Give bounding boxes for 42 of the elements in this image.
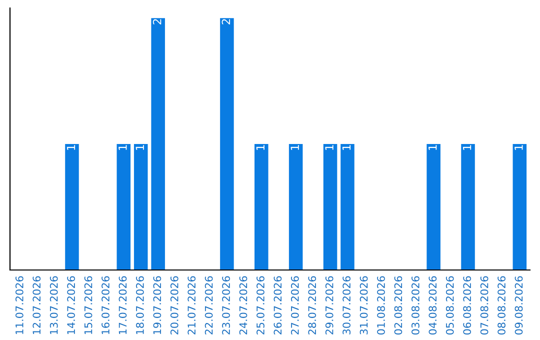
x-tick-label: 04.08.2026 [428, 276, 437, 335]
x-tick-label: 05.08.2026 [446, 276, 454, 335]
x-tick-label: 23.07.2026 [222, 276, 230, 334]
data-label: 1 [256, 145, 264, 150]
data-label: 1 [136, 145, 144, 150]
x-tick-label: 07.08.2026 [480, 276, 488, 335]
x-tick-label: 17.07.2026 [118, 276, 127, 334]
x-tick-label: 01.08.2026 [377, 276, 385, 335]
x-tick-label: 20.07.2026 [170, 276, 178, 334]
x-tick-label: 26.07.2026 [274, 276, 282, 334]
x-tick-label: 19.07.2026 [153, 276, 162, 334]
x-tick-label: 29.07.2026 [325, 276, 334, 334]
x-tick-label: 18.07.2026 [136, 276, 144, 334]
x-tick-label: 02.08.2026 [394, 276, 402, 335]
x-tick-label: 14.07.2026 [67, 276, 76, 334]
x-tick-label: 30.07.2026 [342, 276, 351, 334]
x-tick-label: 21.07.2026 [188, 276, 196, 334]
data-label: 1 [118, 145, 127, 150]
data-label: 1 [290, 145, 299, 150]
x-tick-label: 13.07.2026 [50, 276, 58, 334]
data-label: 2 [152, 19, 162, 24]
x-tick-label: 15.07.2026 [84, 276, 92, 334]
data-label: 2 [222, 19, 230, 24]
x-tick-label: 09.08.2026 [514, 276, 523, 335]
x-tick-label: 24.07.2026 [239, 276, 248, 334]
x-tick-label: 06.08.2026 [463, 276, 472, 335]
data-label: 1 [66, 145, 76, 150]
x-tick-label: 03.08.2026 [412, 276, 420, 335]
data-label: 1 [342, 145, 351, 150]
data-label: 1 [462, 145, 472, 150]
data-label: 1 [428, 145, 437, 150]
data-label: 1 [325, 145, 334, 150]
x-tick-label: 12.07.2026 [32, 276, 41, 334]
x-tick-label: 16.07.2026 [102, 276, 110, 334]
data-label: 1 [514, 145, 523, 150]
x-tick-label: 25.07.2026 [256, 276, 264, 334]
x-tick-label: 31.07.2026 [360, 276, 368, 334]
x-tick-label: 11.07.2026 [15, 276, 24, 334]
x-tick-label: 08.08.2026 [498, 276, 506, 335]
x-tick-label: 27.07.2026 [290, 276, 299, 334]
x-tick-label: 22.07.2026 [204, 276, 213, 334]
x-tick-label: 28.07.2026 [308, 276, 316, 334]
